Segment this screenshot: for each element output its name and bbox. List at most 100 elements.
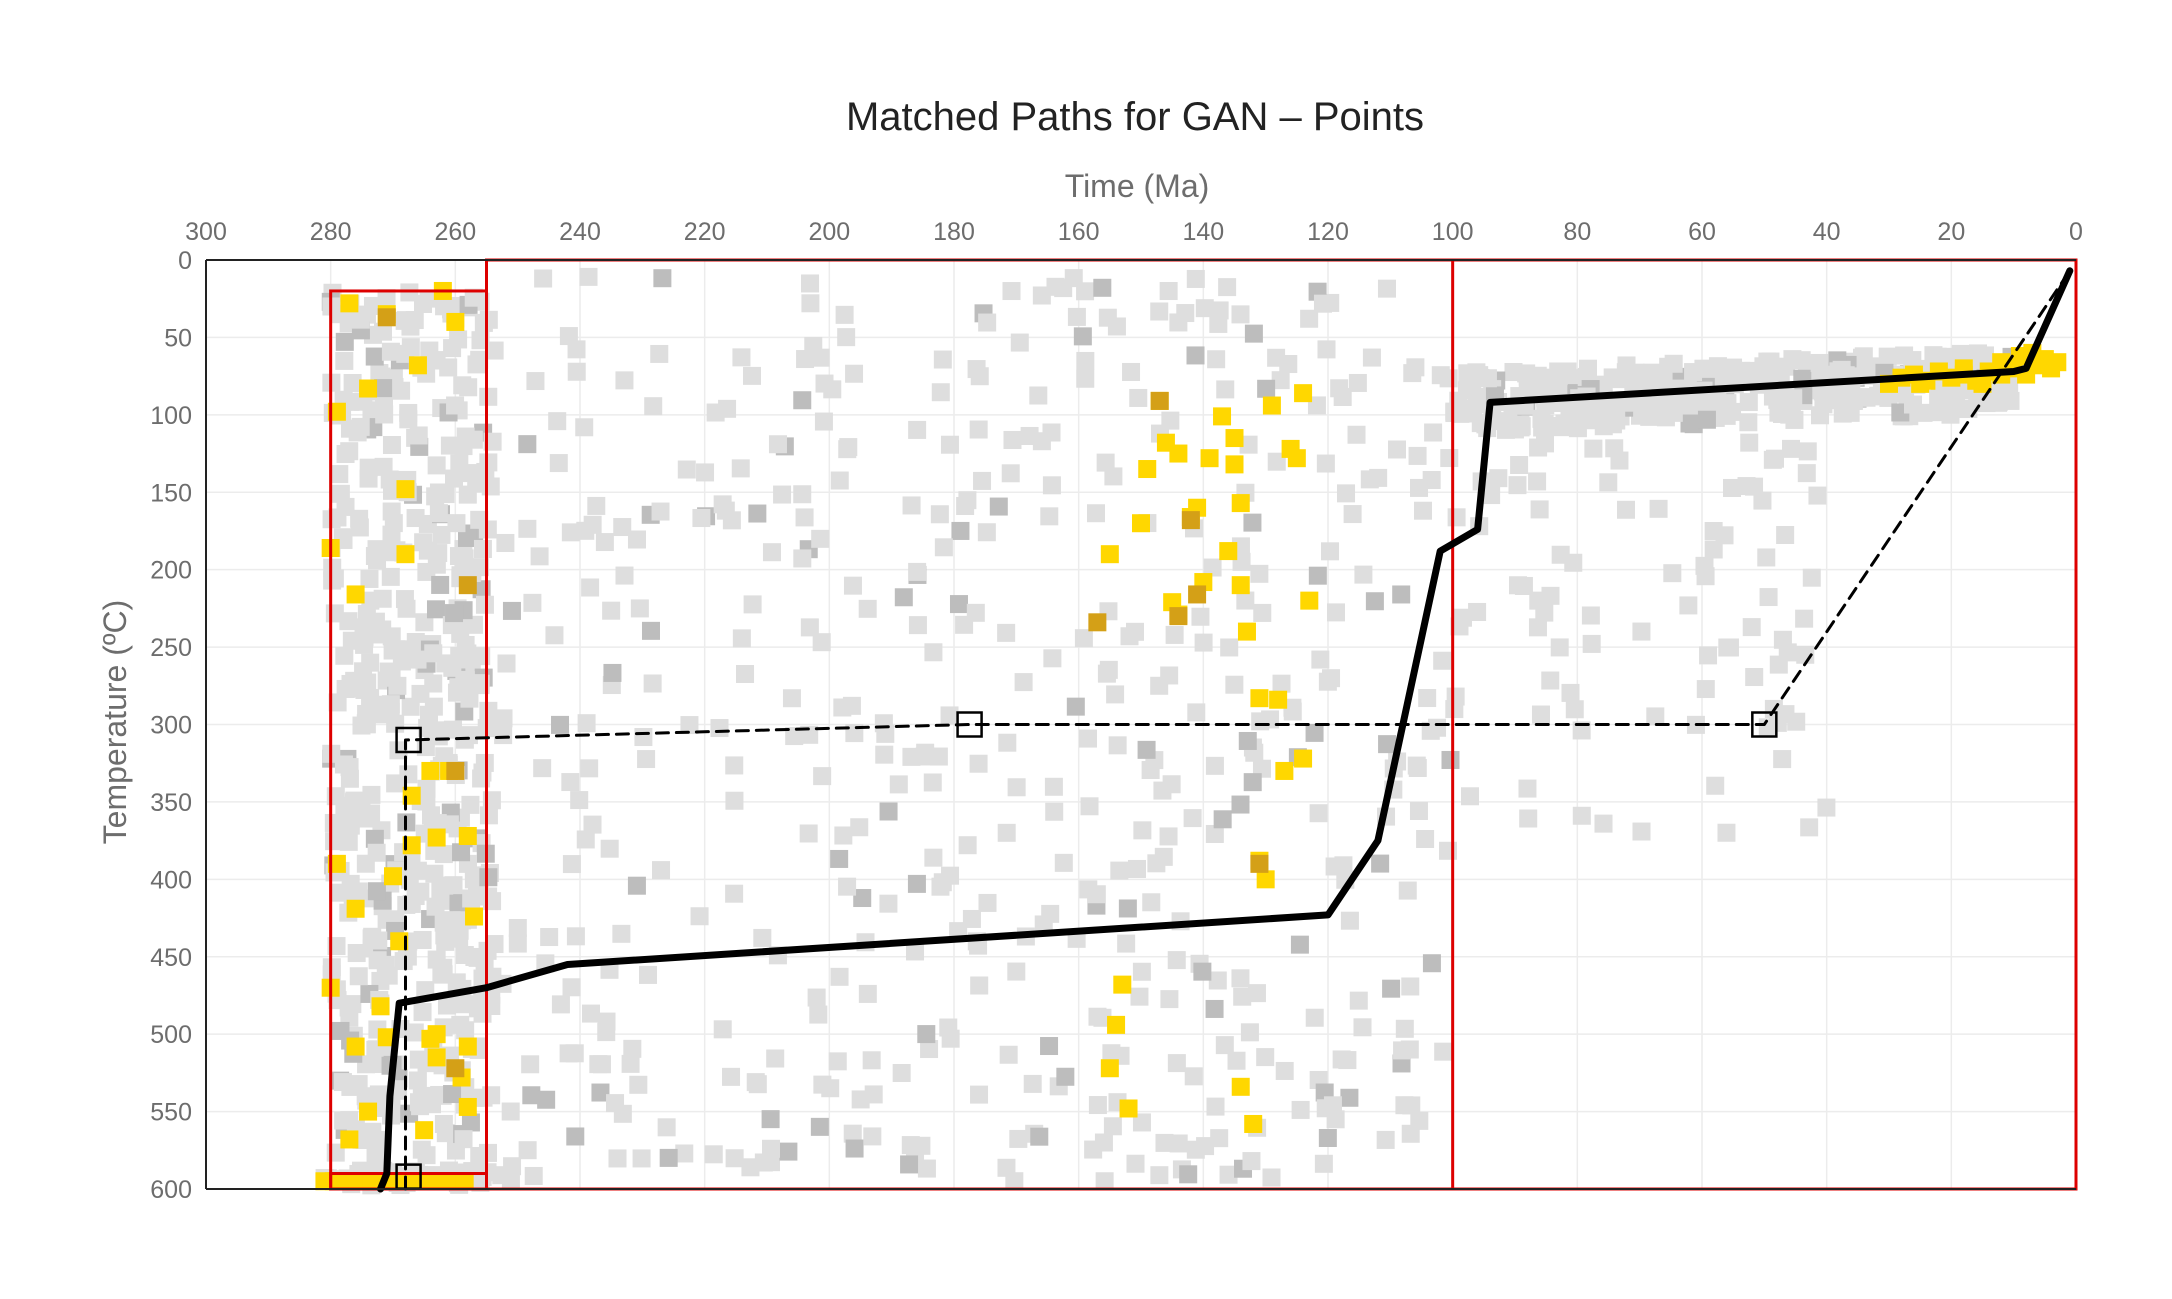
x-tick-label: 300 (185, 218, 227, 246)
unmatched-point (1708, 357, 1727, 376)
unmatched-point (452, 843, 471, 862)
unmatched-point (917, 1159, 936, 1178)
unmatched-point (1581, 606, 1600, 625)
x-tick-label: 0 (2069, 218, 2083, 246)
unmatched-point (785, 727, 804, 746)
unmatched-point (363, 927, 382, 946)
matched-point (427, 828, 446, 847)
unmatched-point (722, 511, 741, 530)
matched-point (1275, 761, 1294, 780)
unmatched-point (1231, 795, 1250, 814)
unmatched-point (641, 621, 660, 640)
matched-point (427, 1048, 446, 1067)
unmatched-point (1187, 703, 1206, 722)
unmatched-point (615, 566, 634, 585)
unmatched-point (1434, 1042, 1453, 1061)
unmatched-point (1179, 1165, 1198, 1184)
unmatched-point (429, 483, 448, 502)
unmatched-point (1239, 435, 1258, 454)
unmatched-point (1717, 823, 1736, 842)
unmatched-point (576, 830, 595, 849)
unmatched-point (858, 599, 877, 618)
x-tick-label: 140 (1182, 218, 1224, 246)
unmatched-point (1410, 478, 1429, 497)
unmatched-point (858, 984, 877, 1003)
unmatched-point (1632, 622, 1651, 641)
unmatched-point (427, 456, 446, 475)
unmatched-point (436, 1124, 455, 1143)
matched-point (1269, 690, 1288, 709)
unmatched-point (1347, 425, 1366, 444)
unmatched-point (413, 930, 432, 949)
unmatched-point (1290, 935, 1309, 954)
unmatched-point (1169, 1134, 1188, 1153)
matched-point (359, 1102, 378, 1121)
unmatched-point (680, 716, 699, 735)
unmatched-point (374, 457, 393, 476)
y-tick-label: 100 (150, 402, 192, 430)
unmatched-point (1076, 351, 1095, 370)
unmatched-point (632, 1149, 651, 1168)
matched-point (2048, 353, 2067, 372)
unmatched-point (587, 496, 606, 515)
matched-point (340, 294, 359, 313)
unmatched-point (902, 747, 921, 766)
matched-point (377, 1028, 396, 1047)
unmatched-point (352, 716, 371, 735)
unmatched-point (908, 420, 927, 439)
unmatched-point (813, 1075, 832, 1094)
unmatched-point (561, 523, 580, 542)
matched-point (346, 585, 365, 604)
unmatched-point (997, 1158, 1016, 1177)
unmatched-point (978, 893, 997, 912)
unmatched-point (1723, 478, 1742, 497)
unmatched-point (1150, 1166, 1169, 1185)
unmatched-point (1231, 305, 1250, 324)
unmatched-point (1797, 464, 1816, 483)
unmatched-point (323, 558, 342, 577)
unmatched-point (449, 330, 468, 349)
unmatched-point (810, 1117, 829, 1136)
unmatched-point (1362, 348, 1381, 367)
unmatched-point (1244, 324, 1263, 343)
unmatched-point (570, 791, 589, 810)
unmatched-point (1365, 592, 1384, 611)
unmatched-point (1002, 282, 1021, 301)
matched-point (1973, 374, 1992, 393)
unmatched-point (748, 504, 767, 523)
unmatched-point (551, 715, 570, 734)
unmatched-point (343, 883, 362, 902)
unmatched-point (1360, 470, 1379, 489)
unmatched-point (1717, 406, 1736, 425)
unmatched-point (845, 1139, 864, 1158)
unmatched-point (565, 1044, 584, 1063)
matched-point (396, 480, 415, 499)
unmatched-point (1307, 396, 1326, 415)
unmatched-point (335, 332, 354, 351)
unmatched-point (374, 379, 393, 398)
unmatched-point (1257, 379, 1276, 398)
matched-point (1294, 749, 1313, 768)
unmatched-point (1029, 386, 1048, 405)
unmatched-point (1424, 423, 1443, 442)
unmatched-point (1813, 382, 1832, 401)
unmatched-point (902, 496, 921, 515)
unmatched-point (591, 1083, 610, 1102)
unmatched-point (559, 327, 578, 346)
unmatched-point (382, 668, 401, 687)
unmatched-point (773, 485, 792, 504)
matched-point (1231, 576, 1250, 595)
unmatched-point (479, 387, 498, 406)
matched-point (1225, 429, 1244, 448)
unmatched-point (1398, 881, 1417, 900)
unmatched-point (1317, 340, 1336, 359)
unmatched-point (1042, 476, 1061, 495)
unmatched-point (853, 889, 872, 908)
matched-point-dark (1088, 613, 1107, 632)
matched-point (1244, 1114, 1263, 1133)
unmatched-point (409, 426, 428, 445)
unmatched-point (1447, 508, 1466, 527)
unmatched-point (473, 1167, 492, 1186)
x-tick-label: 200 (808, 218, 850, 246)
unmatched-point (392, 381, 411, 400)
